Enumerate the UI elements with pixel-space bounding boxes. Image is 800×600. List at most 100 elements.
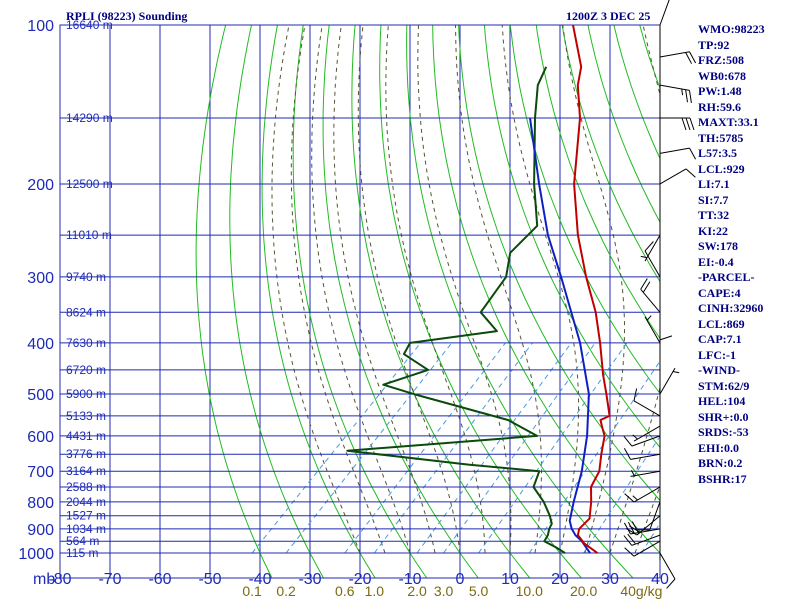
station-title: RPLI (98223) Sounding (66, 9, 187, 23)
wind-barb (633, 388, 661, 417)
height-label: 6720 m (66, 363, 106, 377)
height-label: 5133 m (66, 409, 106, 423)
pressure-label: 300 (27, 270, 54, 287)
temperature-label: -30 (298, 571, 321, 588)
wind-barb-flag (627, 533, 636, 545)
dry-adiabat-line (406, 25, 634, 578)
pressure-label: 600 (27, 429, 54, 446)
index-item: LFC:-1 (698, 347, 736, 362)
wind-barb (659, 84, 692, 103)
wind-barb-shaft (659, 168, 687, 185)
wind-barb (644, 315, 661, 344)
index-item: RH:59.6 (698, 99, 741, 114)
dry-adiabat-line (379, 25, 582, 578)
wind-barb-half-flag (632, 434, 638, 440)
index-item: STM:62/9 (698, 378, 750, 393)
wind-barb-flag (640, 278, 648, 290)
index-item: EHI:0.0 (698, 440, 740, 455)
wind-barb-shaft (644, 234, 661, 262)
dry-adiabat-line (432, 25, 660, 554)
wind-barb-shaft (631, 435, 661, 447)
index-item: LCL:869 (698, 316, 745, 331)
index-item: LCL:929 (698, 161, 745, 176)
wind-barb-shaft (630, 470, 661, 477)
wind-barb-shaft (644, 250, 661, 278)
dry-adiabat-line (535, 25, 660, 340)
wind-barb (659, 367, 680, 395)
dry-adiabat-line (458, 25, 660, 502)
index-item: CAP:7.1 (698, 332, 742, 346)
index-item: TP:92 (698, 37, 730, 52)
mixing-ratio-line (416, 342, 572, 554)
wind-barb-shaft (659, 0, 670, 26)
height-label: 2044 m (66, 495, 106, 509)
wind-barb-shaft (633, 486, 661, 503)
mixing-ratio-line (344, 342, 506, 554)
wind-barb (623, 533, 661, 546)
wind-barb (640, 278, 661, 313)
mixing-ratio-label: 0.1 (242, 583, 262, 599)
pressure-label: 200 (27, 177, 54, 194)
wind-barb-flag (624, 493, 635, 503)
height-label: 7630 m (66, 336, 106, 350)
index-item: SHR+:0.0 (698, 409, 749, 424)
wind-barb (624, 486, 661, 503)
wind-barb-flag (633, 388, 638, 402)
dry-adiabat-line (483, 25, 660, 449)
temperature-label: -10 (398, 571, 421, 588)
height-label: 1527 m (66, 509, 106, 523)
pressure-label: 100 (27, 18, 54, 35)
wind-barb-shaft (633, 540, 661, 557)
wind-barb-flag (666, 578, 676, 589)
index-item: PW:1.48 (698, 84, 742, 98)
wind-barb-flag (642, 281, 651, 293)
temperature-label: -80 (48, 571, 71, 588)
wind-barb-flag (623, 435, 633, 447)
mixing-ratio-label: 20.0 (570, 583, 597, 599)
sounding-profiles (346, 25, 611, 554)
temperature-label: 0 (456, 571, 465, 588)
wind-barbs (623, 0, 697, 589)
dry-adiabat-line (292, 25, 428, 578)
sounding-time: 1200Z 3 DEC 25 (566, 9, 650, 23)
wind-barb-shaft (631, 534, 661, 546)
wind-barb (630, 469, 661, 477)
index-item: TH:5785 (698, 130, 744, 145)
height-labels: 16640 m 14290 m 12500 m 11010 m 9740 m 8624 m… (66, 18, 113, 560)
wind-barb-flag (644, 241, 654, 252)
height-label: 8624 m (66, 305, 106, 319)
dry-adiabat-line (613, 25, 660, 160)
dry-adiabat-line (322, 25, 479, 578)
mixing-ratio-line (478, 342, 628, 554)
index-item: FRZ:508 (698, 53, 744, 67)
wind-barb (637, 501, 661, 531)
temperature-label: 40 (651, 571, 669, 588)
index-item: WMO:98223 (698, 22, 765, 36)
temperature-label: 30 (601, 571, 619, 588)
wind-barb (623, 448, 661, 460)
temperature-label: -40 (248, 571, 271, 588)
wind-barb-half-flag (672, 371, 680, 374)
stability-indices-list: WMO:98223 TP:92 FRZ:508 WB0:678 PW:1.48 RH:59… (698, 22, 800, 487)
wind-barb-shaft (659, 51, 690, 58)
mixing-ratio-line (528, 360, 660, 554)
dry-adiabat-line (587, 25, 660, 224)
temperature-label: 10 (501, 571, 519, 588)
height-label: 3776 m (66, 447, 106, 461)
temperature-label: -70 (98, 571, 121, 588)
temperature-label: -50 (198, 571, 221, 588)
height-label: 4431 m (66, 429, 106, 443)
index-item: LI:7.1 (698, 177, 730, 191)
wind-barb (623, 435, 661, 447)
wind-barb-shaft (659, 147, 690, 154)
dry-adiabat-line (195, 25, 273, 578)
height-label: 115 m (66, 546, 98, 560)
height-label: 3164 m (66, 464, 106, 478)
mixing-ratio-label: 3.0 (434, 583, 454, 599)
pressure-axis-labels: 100 200 300 400 500 600 700 800 900 1000 (18, 18, 54, 563)
wind-barb-shaft (633, 425, 661, 442)
dry-adiabat-line (509, 25, 660, 395)
index-item: KI:22 (698, 223, 728, 238)
wind-barb (659, 117, 695, 131)
